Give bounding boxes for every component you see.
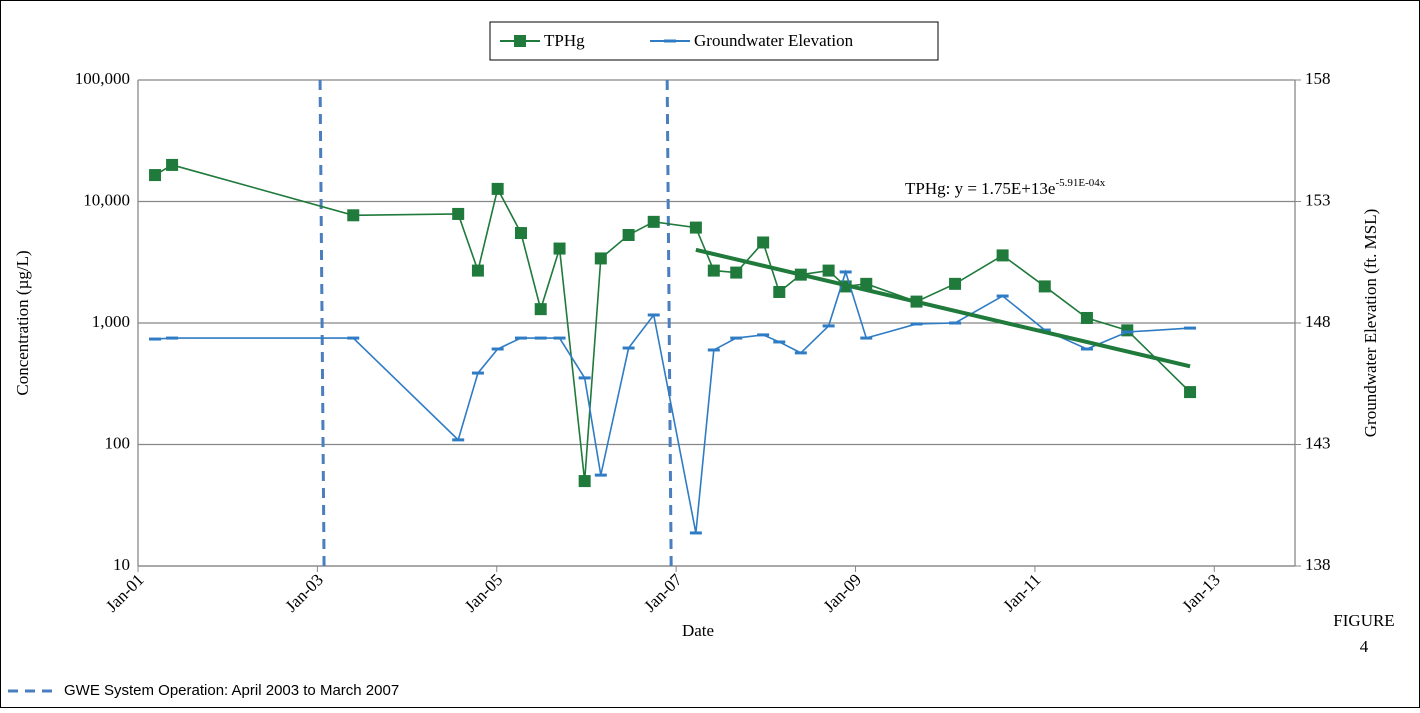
marker bbox=[166, 158, 179, 171]
marker bbox=[514, 336, 527, 340]
marker bbox=[594, 473, 607, 477]
marker bbox=[839, 270, 852, 274]
marker bbox=[1080, 347, 1093, 351]
legend-marker bbox=[514, 35, 526, 47]
marker bbox=[149, 169, 162, 182]
marker bbox=[1038, 280, 1051, 293]
marker bbox=[578, 376, 591, 380]
marker bbox=[471, 371, 484, 375]
marker bbox=[1080, 311, 1093, 324]
marker bbox=[622, 346, 635, 350]
marker bbox=[578, 475, 591, 488]
y2-tick-label: 158 bbox=[1305, 69, 1331, 88]
marker bbox=[471, 264, 484, 277]
legend bbox=[489, 21, 939, 61]
marker bbox=[452, 207, 465, 220]
y-tick-label: 10 bbox=[113, 555, 130, 574]
marker bbox=[730, 336, 743, 340]
marker bbox=[794, 351, 807, 355]
marker bbox=[1184, 386, 1197, 399]
y2-tick-label: 138 bbox=[1305, 555, 1331, 574]
marker bbox=[452, 438, 465, 442]
marker bbox=[594, 252, 607, 265]
marker bbox=[689, 531, 702, 535]
marker bbox=[647, 215, 660, 228]
equation-text: TPHg: y = 1.75E+13e bbox=[905, 179, 1055, 198]
y-tick-label: 1,000 bbox=[92, 312, 130, 331]
marker bbox=[689, 221, 702, 234]
marker bbox=[347, 336, 360, 340]
marker bbox=[773, 340, 786, 344]
legend-label: Groundwater Elevation bbox=[694, 31, 854, 50]
marker bbox=[949, 277, 962, 290]
marker bbox=[622, 229, 635, 242]
reference-legend-label: GWE System Operation: April 2003 to Marc… bbox=[64, 682, 399, 699]
reference-line bbox=[318, 79, 326, 567]
equation-exponent: -5.91E-04x bbox=[1055, 177, 1105, 189]
marker bbox=[910, 322, 923, 326]
y2-tick-label: 148 bbox=[1305, 312, 1331, 331]
marker bbox=[996, 249, 1009, 262]
marker bbox=[996, 294, 1009, 298]
marker bbox=[1121, 330, 1134, 334]
marker bbox=[514, 227, 527, 240]
y2-axis-title: Groundwater Elevation (ft. MSL) bbox=[1361, 209, 1380, 438]
marker bbox=[534, 336, 547, 340]
marker bbox=[860, 277, 873, 290]
figure-number: 4 bbox=[1360, 637, 1369, 656]
legend-label: TPHg bbox=[544, 31, 585, 50]
marker bbox=[149, 337, 162, 341]
trendline bbox=[695, 247, 1191, 369]
legend-marker bbox=[664, 39, 676, 43]
reference-line bbox=[665, 79, 673, 567]
marker bbox=[707, 264, 720, 277]
marker bbox=[773, 285, 786, 298]
y-axis-title: Concentration (µg/L) bbox=[13, 250, 32, 395]
y-tick-label: 100,000 bbox=[75, 69, 130, 88]
marker bbox=[822, 264, 835, 277]
y2-tick-label: 143 bbox=[1305, 433, 1331, 452]
marker bbox=[491, 347, 504, 351]
marker bbox=[647, 313, 660, 317]
figure-label: FIGURE bbox=[1333, 611, 1394, 630]
marker bbox=[707, 348, 720, 352]
marker bbox=[166, 336, 179, 340]
marker bbox=[730, 266, 743, 279]
y2-tick-label: 153 bbox=[1305, 190, 1331, 209]
trendline-equation: TPHg: y = 1.75E+13e-5.91E-04x bbox=[905, 177, 1106, 198]
marker bbox=[534, 303, 547, 316]
y-tick-label: 10,000 bbox=[83, 190, 130, 209]
marker bbox=[822, 324, 835, 328]
marker bbox=[949, 321, 962, 325]
marker bbox=[553, 336, 566, 340]
marker bbox=[553, 242, 566, 255]
marker bbox=[491, 182, 504, 195]
marker bbox=[860, 336, 873, 340]
marker bbox=[347, 209, 360, 222]
marker bbox=[757, 236, 770, 249]
x-axis-title: Date bbox=[682, 621, 714, 640]
marker bbox=[757, 333, 770, 337]
marker bbox=[1184, 326, 1197, 330]
y-tick-label: 100 bbox=[105, 433, 131, 452]
